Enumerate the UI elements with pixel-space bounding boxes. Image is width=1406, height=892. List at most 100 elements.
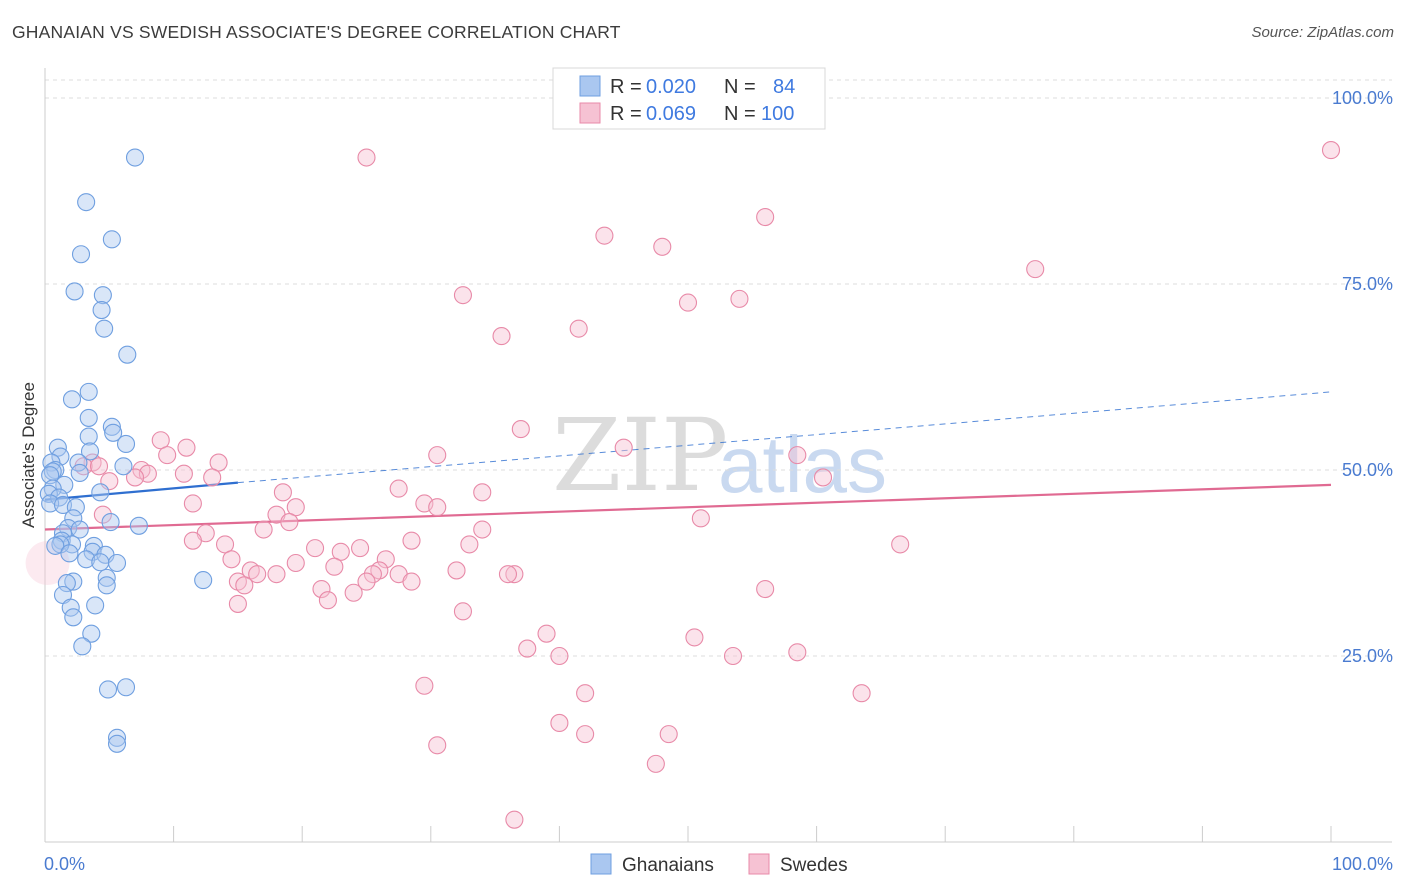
bottom-legend: Ghanaians Swedes	[590, 853, 848, 876]
point-ghanaians	[102, 417, 121, 436]
x-tick-label-max: 100.0%	[1332, 854, 1393, 874]
legend-r-label-1: R =	[610, 76, 642, 98]
point-swedes	[473, 483, 492, 502]
point-ghanaians	[82, 624, 101, 643]
data-points	[25, 141, 1341, 829]
chart-title: GHANAIAN VS SWEDISH ASSOCIATE'S DEGREE C…	[12, 22, 621, 42]
point-ghanaians	[92, 300, 111, 320]
point-swedes	[222, 550, 241, 569]
point-swedes	[267, 565, 286, 584]
point-swedes	[511, 420, 530, 439]
legend-swatch-swedes	[579, 102, 601, 124]
point-ghanaians	[125, 148, 145, 167]
y-tick-label: 25.0%	[1342, 646, 1393, 666]
point-swedes	[248, 565, 267, 584]
point-swedes	[174, 464, 193, 483]
point-ghanaians	[73, 637, 92, 656]
point-swedes	[659, 725, 678, 744]
y-tick-label: 100.0%	[1332, 88, 1393, 108]
point-ghanaians	[39, 484, 58, 503]
tick-labels: 100.0% 75.0% 50.0% 25.0% 0.0% 100.0%	[44, 88, 1393, 874]
point-swedes	[576, 684, 595, 703]
point-ghanaians	[79, 408, 98, 427]
point-swedes	[473, 520, 492, 539]
legend: R = 0.020 N = 84 R = 0.069 N = 100	[552, 67, 826, 130]
legend-n-label-2: N =	[724, 103, 756, 125]
point-swedes	[402, 572, 421, 591]
point-ghanaians	[93, 286, 112, 305]
point-swedes	[318, 591, 337, 610]
bottom-legend-swedes: Swedes	[780, 855, 848, 876]
point-swedes	[158, 446, 177, 465]
point-swedes	[376, 550, 395, 569]
legend-n-value-2: 100	[761, 103, 794, 125]
point-ghanaians	[91, 483, 110, 502]
point-swedes	[89, 457, 109, 476]
point-swedes	[653, 237, 672, 256]
y-tick-label: 50.0%	[1342, 460, 1393, 480]
point-swedes	[756, 579, 775, 599]
x-tick-label-min: 0.0%	[44, 854, 85, 874]
bottom-legend-swatch-ghanaians	[590, 853, 612, 875]
chart-source: Source: ZipAtlas.com	[1251, 24, 1394, 41]
point-ghanaians	[91, 553, 110, 572]
point-ghanaians	[77, 550, 96, 569]
point-ghanaians	[60, 544, 79, 563]
point-swedes	[569, 319, 588, 338]
point-swedes	[183, 494, 202, 513]
point-swedes	[273, 483, 292, 502]
point-ghanaians	[64, 572, 83, 591]
point-ghanaians	[101, 513, 120, 532]
point-swedes	[550, 713, 569, 733]
point-swedes	[756, 207, 775, 227]
point-ghanaians	[66, 498, 85, 517]
legend-r-value-2: 0.069	[646, 103, 696, 125]
watermark-atlas: atlas	[718, 420, 887, 509]
point-swedes	[428, 446, 447, 465]
point-swedes	[646, 754, 665, 773]
point-ghanaians	[70, 463, 89, 483]
point-swedes	[1321, 141, 1341, 160]
point-swedes	[550, 646, 569, 666]
point-ghanaians	[65, 282, 84, 301]
point-swedes	[183, 531, 202, 550]
point-swedes	[177, 438, 196, 457]
point-swedes	[685, 628, 704, 647]
point-swedes	[215, 535, 235, 554]
y-axis-label: Associate's Degree	[19, 382, 38, 528]
point-swedes	[228, 594, 247, 613]
point-swedes	[235, 576, 254, 595]
point-swedes	[331, 542, 350, 561]
point-swedes	[254, 520, 273, 539]
point-swedes	[492, 327, 511, 346]
point-swedes	[325, 557, 344, 576]
point-ghanaians	[194, 571, 213, 590]
point-swedes	[505, 565, 524, 584]
point-ghanaians	[97, 576, 116, 595]
point-swedes	[286, 553, 305, 573]
point-swedes	[852, 684, 871, 703]
point-swedes	[453, 602, 473, 621]
point-ghanaians	[116, 678, 136, 697]
point-swedes	[447, 561, 466, 580]
point-ghanaians	[62, 390, 82, 409]
axes	[44, 68, 1392, 843]
point-ghanaians	[107, 553, 127, 573]
point-swedes	[306, 539, 325, 558]
point-ghanaians	[71, 245, 91, 264]
point-ghanaians	[79, 427, 98, 446]
point-swedes	[389, 479, 408, 498]
legend-n-value-1: 84	[773, 76, 795, 98]
point-swedes	[453, 286, 473, 305]
point-ghanaians	[129, 516, 148, 535]
point-swedes	[415, 676, 434, 695]
point-ghanaians	[114, 457, 133, 476]
bottom-legend-ghanaians: Ghanaians	[622, 855, 714, 876]
trend-line-ghanaians-extension	[237, 391, 1332, 484]
point-ghanaians	[102, 230, 121, 249]
point-swedes	[203, 468, 222, 487]
point-ghanaians	[57, 574, 76, 593]
point-ghanaians	[70, 520, 89, 539]
point-swedes	[428, 498, 447, 517]
